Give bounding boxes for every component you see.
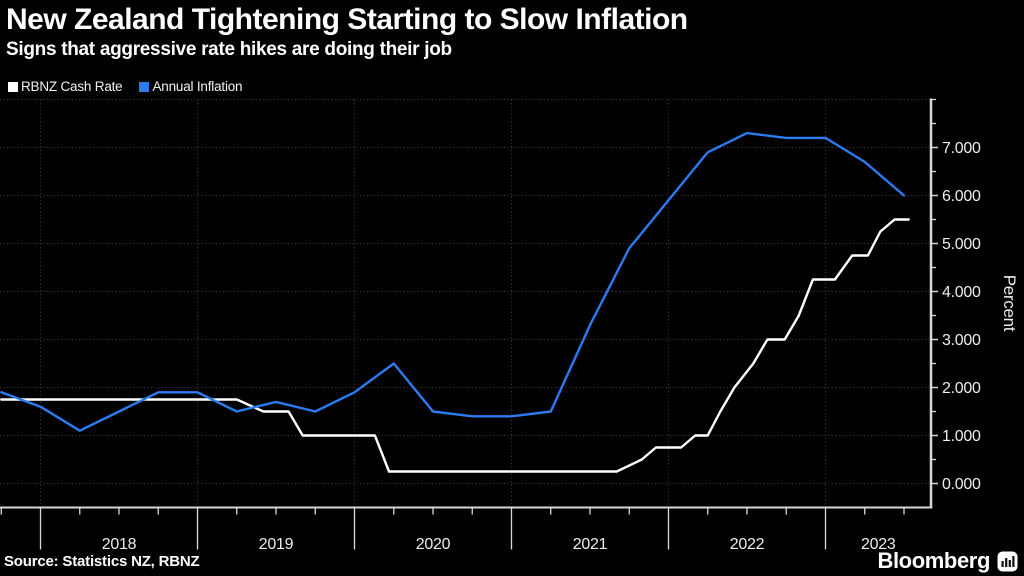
bloomberg-wordmark: Bloomberg [877, 548, 990, 573]
bloomberg-brand: Bloomberg [877, 548, 1018, 574]
legend-label: RBNZ Cash Rate [21, 79, 123, 94]
x-tick-label: 2022 [730, 536, 765, 553]
y-tick-label: 4.000 [942, 284, 981, 301]
y-axis-title: Percent [1000, 275, 1019, 332]
x-tick-label: 2019 [259, 536, 294, 553]
chart-legend: RBNZ Cash Rate Annual Inflation [8, 79, 243, 94]
source-note: Source: Statistics NZ, RBNZ [4, 553, 200, 570]
inflation-swatch-icon [139, 81, 150, 92]
x-tick-label: 2021 [573, 536, 608, 553]
x-tick-label: 2020 [416, 536, 451, 553]
x-tick-label: 2018 [102, 536, 137, 553]
y-tick-label: 1.000 [942, 428, 981, 445]
bar-chart-terminal-icon [997, 551, 1018, 571]
x-tick-label: 2023 [861, 536, 896, 553]
legend-item-cash-rate: RBNZ Cash Rate [8, 79, 123, 94]
page-subtitle: Signs that aggressive rate hikes are doi… [6, 39, 452, 60]
y-tick-label: 0.000 [942, 476, 981, 493]
legend-item-inflation: Annual Inflation [139, 79, 243, 94]
y-tick-label: 7.000 [942, 140, 981, 157]
rbnz-cash-rate-line [0, 218, 910, 473]
cash-rate-swatch-icon [8, 81, 18, 92]
page-title: New Zealand Tightening Starting to Slow … [6, 3, 688, 36]
legend-label: Annual Inflation [152, 79, 243, 94]
y-tick-label: 2.000 [942, 380, 981, 397]
annual-inflation-line [0, 131, 906, 432]
y-tick-label: 6.000 [942, 188, 981, 205]
y-tick-label: 3.000 [942, 332, 981, 349]
y-tick-label: 5.000 [942, 236, 981, 253]
